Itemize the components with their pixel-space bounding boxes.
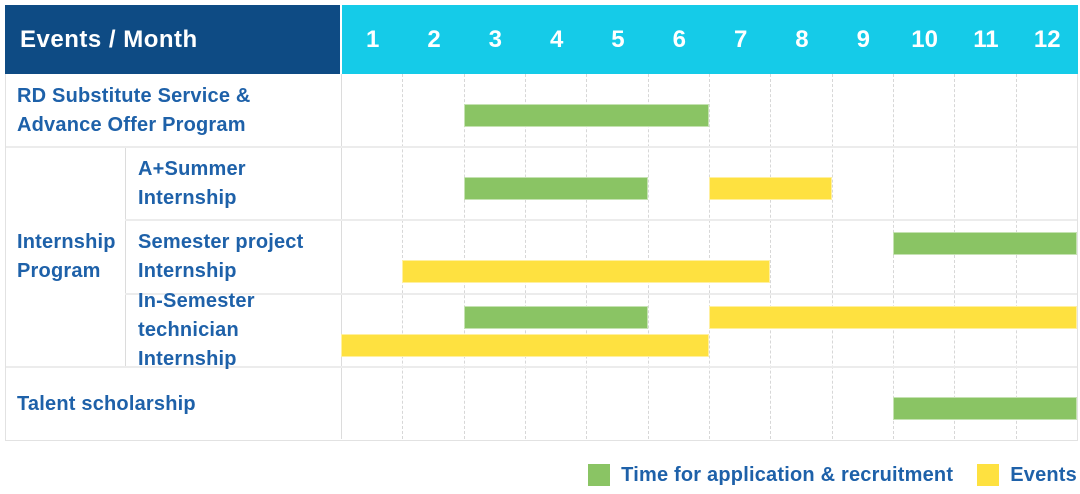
month-header-4: 4 (549, 25, 564, 53)
gantt-bar-event-m1-m6 (341, 334, 709, 357)
month-header-3: 3 (488, 25, 502, 53)
schedule-table: Events / Month 1 2 3 4 5 6 7 8 9 10 11 12 Internshi… (5, 5, 1078, 441)
label-chart-separator (341, 74, 342, 439)
month-header-10: 10 (911, 25, 938, 53)
gantt-bar-event-m2-m7 (402, 260, 771, 283)
gantt-bar-application-m3-m5 (463, 306, 648, 329)
legend-label-events: Events (1010, 463, 1077, 486)
month-header-6: 6 (672, 25, 686, 53)
month-gridline (954, 74, 956, 439)
row-divider (125, 293, 1077, 295)
month-gridline (402, 74, 404, 439)
gantt-bar-event-m7-m12 (709, 306, 1077, 329)
month-header-11: 11 (973, 25, 999, 53)
corner-header-events-month: Events / Month (5, 5, 340, 74)
month-header-7: 7 (733, 25, 748, 53)
group-label-separator (125, 147, 126, 367)
group-label-internship-program: Internship Program (17, 231, 116, 282)
gantt-bar-application-m10-m12 (893, 232, 1077, 255)
month-gridline (1015, 74, 1017, 439)
month-header-1: 1 (365, 25, 380, 53)
month-header-12: 12 (1033, 25, 1061, 53)
month-gridline (709, 74, 710, 439)
row-divider (6, 366, 1077, 368)
row-label: Talent scholarship (17, 392, 196, 415)
month-gridline (770, 74, 772, 439)
month-gridline (647, 74, 649, 439)
legend-label-application: Time for application & recruitment (621, 463, 954, 486)
month-gridline (893, 74, 894, 439)
row-divider (6, 146, 1077, 148)
month-gridline (831, 74, 833, 439)
gantt-bar-application-m3-m5 (463, 177, 648, 200)
month-header-row: 1 2 3 4 5 6 7 8 9 10 11 12 (342, 5, 1078, 74)
gantt-bar-event-m7-m8 (709, 177, 832, 200)
row-label: In-Semester technician Internship (138, 290, 255, 370)
month-header-2: 2 (427, 25, 441, 53)
legend: Time for application & recruitment Event… (588, 461, 1077, 489)
gantt-bar-application-m10-m12 (893, 397, 1077, 420)
corner-header-label: Events / Month (20, 25, 198, 53)
month-header-5: 5 (611, 25, 625, 53)
month-gridline (525, 74, 526, 439)
month-header-8: 8 (795, 25, 809, 53)
legend-swatch-application-icon (588, 464, 611, 486)
legend-swatch-events-icon (977, 464, 1000, 486)
month-gridline (463, 74, 465, 439)
gantt-bar-application-m3-m6 (463, 104, 709, 127)
row-label: A+Summer Internship (138, 157, 246, 209)
row-label: Semester project Internship (138, 231, 304, 282)
gantt-body: Internship Program RD Substitute Service … (5, 74, 1078, 441)
row-label: RD Substitute Service & Advance Offer Pr… (17, 84, 251, 136)
month-header-9: 9 (856, 25, 870, 53)
month-gridline (586, 74, 588, 439)
row-divider (125, 219, 1077, 221)
